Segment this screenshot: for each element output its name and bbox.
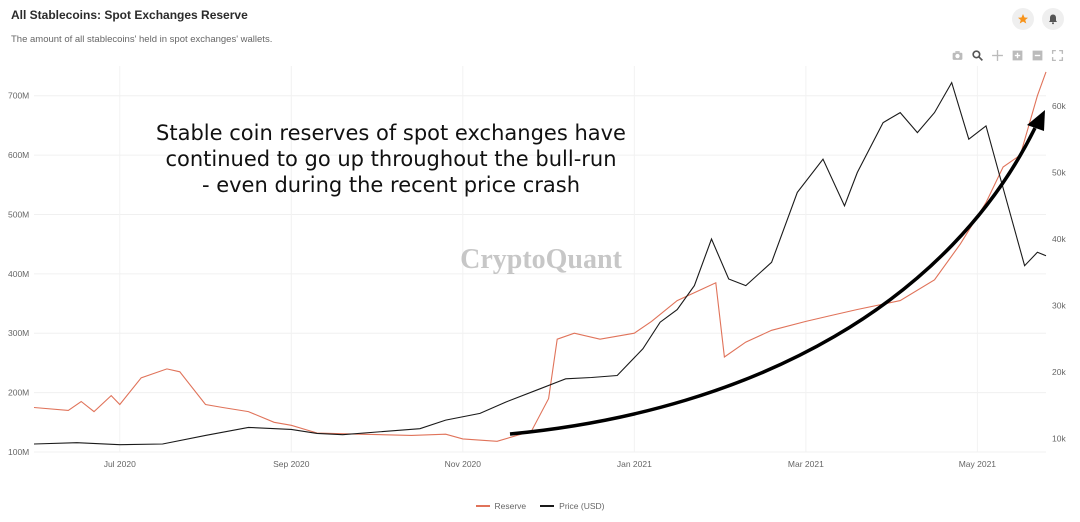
- x-tick-label: Sep 2020: [273, 459, 310, 469]
- pan-icon[interactable]: [990, 48, 1004, 62]
- x-tick-label: Mar 2021: [788, 459, 824, 469]
- watermark: CryptoQuant: [460, 244, 622, 275]
- x-axis: Jul 2020 Sep 2020 Nov 2020 Jan 2021 Mar 2021…: [104, 459, 997, 469]
- annotation-line: Stable coin reserves of spot exchanges h…: [156, 121, 626, 145]
- legend-label-price: Price (USD): [559, 501, 605, 511]
- y-right-tick-label: 50k: [1052, 167, 1066, 177]
- x-tick-label: Jul 2020: [104, 459, 136, 469]
- y-axis-left: 100M 200M 300M 400M 500M 600M 700M: [8, 91, 29, 457]
- y-right-tick-label: 20k: [1052, 367, 1066, 377]
- zoom-icon[interactable]: [970, 48, 984, 62]
- chart-subtitle: The amount of all stablecoins' held in s…: [11, 34, 273, 45]
- autoscale-icon[interactable]: [1050, 48, 1064, 62]
- y-left-tick-label: 400M: [8, 269, 29, 279]
- price-series-line: [33, 81, 1047, 446]
- star-icon: [1018, 14, 1028, 24]
- bell-icon: [1049, 14, 1057, 25]
- y-left-tick-label: 600M: [8, 150, 29, 160]
- legend-swatch-reserve: [475, 505, 490, 507]
- chart-canvas: 100M 200M 300M 400M 500M 600M 700M 10k 20k 30k 40…: [8, 66, 1066, 469]
- y-axis-right: 10k 20k 30k 40k 50k 60k: [1052, 101, 1066, 444]
- annotation-arrow: [509, 110, 1045, 436]
- y-left-tick-label: 700M: [8, 91, 29, 101]
- y-right-tick-label: 10k: [1052, 434, 1066, 444]
- legend-label-reserve: Reserve: [494, 501, 527, 511]
- y-left-tick-label: 200M: [8, 388, 29, 398]
- x-tick-label: Jan 2021: [617, 459, 652, 469]
- zoom-out-icon[interactable]: [1030, 48, 1044, 62]
- legend-swatch-price: [540, 505, 555, 507]
- zoom-in-icon[interactable]: [1010, 48, 1024, 62]
- chart-toolbar: [950, 48, 1064, 62]
- y-left-tick-label: 300M: [8, 328, 29, 338]
- camera-icon[interactable]: [950, 48, 964, 62]
- y-right-tick-label: 60k: [1052, 101, 1066, 111]
- notify-button[interactable]: [1042, 8, 1064, 30]
- chart-header: All Stablecoins: Spot Exchanges Reserve …: [11, 8, 272, 45]
- chart-actions: [1012, 8, 1064, 30]
- y-left-tick-label: 500M: [8, 209, 29, 219]
- y-right-tick-label: 30k: [1052, 301, 1066, 311]
- annotation-line: continued to go up throughout the bull-r…: [165, 147, 616, 171]
- chart-title: All Stablecoins: Spot Exchanges Reserve: [11, 8, 248, 22]
- chart-grid: [34, 66, 1046, 453]
- y-right-tick-label: 40k: [1052, 234, 1066, 244]
- annotation-line: - even during the recent price crash: [202, 173, 580, 197]
- legend-item-price[interactable]: Price (USD): [540, 501, 605, 511]
- chart-legend: Reserve Price (USD): [0, 501, 1080, 511]
- x-tick-label: May 2021: [959, 459, 997, 469]
- favorite-button[interactable]: [1012, 8, 1034, 30]
- y-left-tick-label: 100M: [8, 447, 29, 457]
- x-tick-label: Nov 2020: [445, 459, 482, 469]
- legend-item-reserve[interactable]: Reserve: [475, 501, 527, 511]
- annotation-text: Stable coin reserves of spot exchanges h…: [156, 121, 626, 197]
